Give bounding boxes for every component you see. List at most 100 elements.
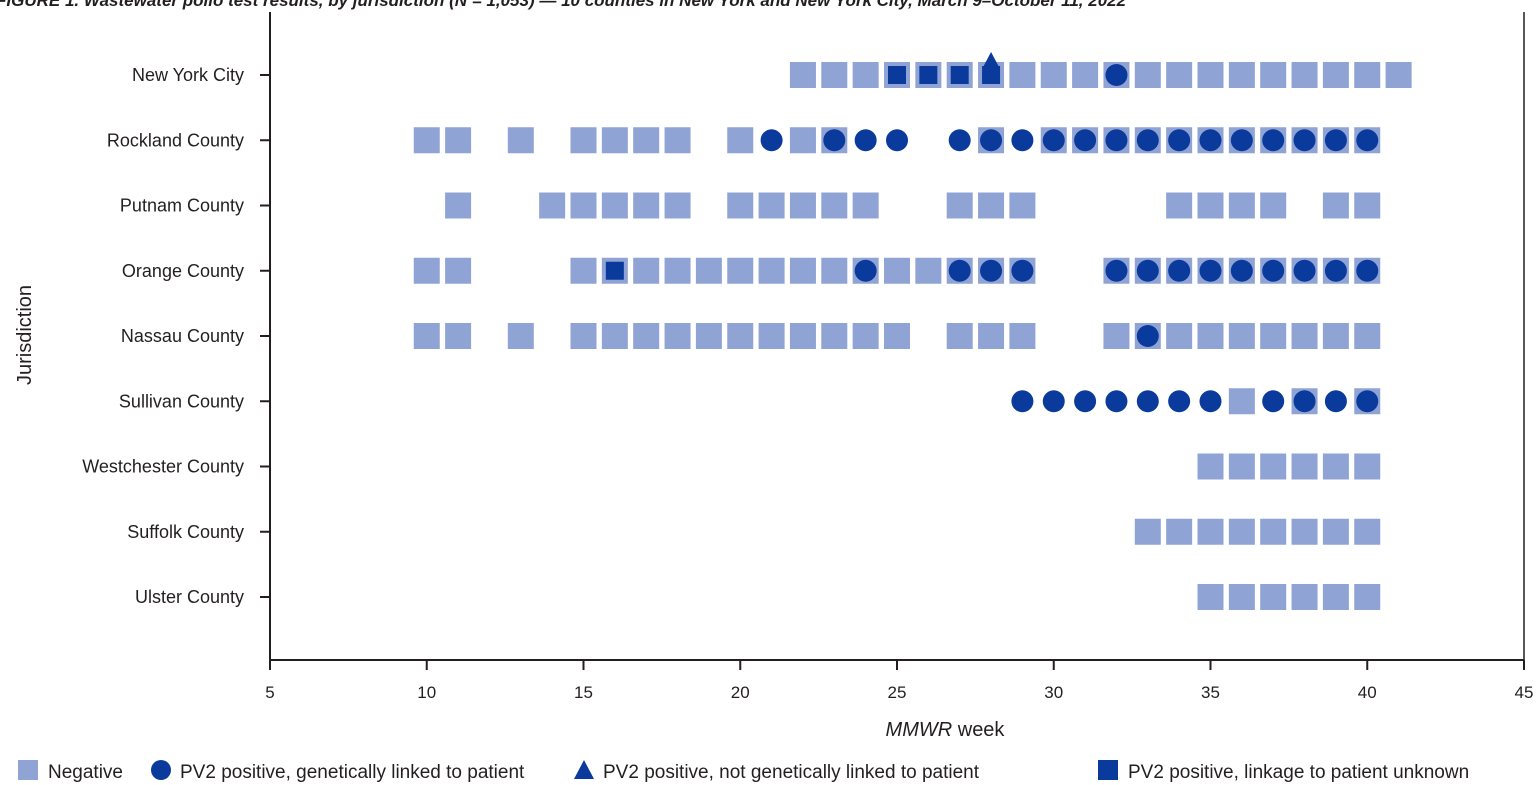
linked-circle-mark	[1105, 129, 1128, 152]
unknown-square-mark	[919, 66, 938, 84]
linked-circle-mark	[980, 259, 1003, 282]
legend-negative-swatch	[18, 760, 38, 780]
negative-square-mark	[570, 323, 597, 349]
y-tick-label: Suffolk County	[127, 522, 244, 542]
unknown-square-mark	[605, 261, 624, 280]
x-axis-title-italic: MMWR	[886, 719, 953, 741]
linked-circle-mark	[854, 129, 877, 152]
negative-square-mark	[1197, 518, 1224, 545]
y-tick-label: Westchester County	[82, 457, 244, 477]
linked-circle-mark	[1105, 390, 1128, 413]
legend: Negative PV2 positive, genetically linked…	[18, 760, 1469, 783]
x-axis-ticks: 5 10 15 20 25 30 35 40 45	[265, 660, 1533, 702]
negative-square-mark	[758, 323, 785, 349]
legend-unknown-swatch	[1098, 760, 1118, 780]
y-tick-label: New York City	[132, 65, 244, 85]
linked-circle-mark	[1168, 259, 1191, 282]
linked-circle-mark	[1042, 390, 1065, 413]
linked-circle-mark	[1136, 390, 1159, 413]
negative-square-mark	[664, 323, 691, 349]
negative-square-mark	[1166, 62, 1193, 88]
negative-square-mark	[884, 257, 910, 284]
y-tick-label: Orange County	[122, 261, 244, 281]
legend-not-linked-swatch	[574, 760, 594, 779]
legend-label: PV2 positive, not genetically linked to …	[603, 762, 980, 783]
negative-square-mark	[1260, 62, 1287, 88]
linked-circle-mark	[1136, 129, 1159, 152]
negative-square-mark	[1260, 453, 1287, 480]
negative-square-mark	[1228, 453, 1255, 480]
x-tick-label: 40	[1358, 683, 1377, 702]
negative-square-mark	[664, 257, 691, 284]
x-tick-label: 35	[1201, 683, 1220, 702]
negative-square-mark	[1197, 584, 1224, 610]
negative-square-mark	[915, 257, 942, 284]
linked-circle-mark	[1199, 129, 1222, 152]
negative-square-mark	[978, 323, 1005, 349]
negative-square-mark	[1197, 62, 1224, 88]
negative-square-mark	[1228, 62, 1255, 88]
linked-circle-mark	[886, 129, 908, 152]
linked-circle-mark	[980, 129, 1003, 152]
negative-square-mark	[1166, 192, 1193, 219]
negative-square-mark	[413, 323, 440, 349]
linked-circle-mark	[760, 129, 783, 152]
not-linked-triangle-mark	[982, 52, 1001, 69]
negative-square-mark	[633, 127, 660, 154]
x-tick-label: 10	[417, 683, 436, 702]
negative-square-mark	[821, 192, 848, 219]
negative-square-mark	[539, 192, 566, 219]
linked-circle-mark	[1293, 390, 1316, 413]
negative-square-mark	[1322, 518, 1349, 545]
linked-circle-mark	[1168, 129, 1191, 152]
legend-label: PV2 positive, linkage to patient unknown	[1128, 762, 1469, 783]
unknown-square-mark	[888, 66, 906, 84]
negative-square-mark	[727, 323, 754, 349]
negative-square-mark	[413, 127, 440, 154]
linked-circle-mark	[1042, 129, 1065, 152]
negative-square-mark	[1166, 323, 1193, 349]
negative-square-mark	[821, 257, 848, 284]
x-tick-label: 25	[888, 683, 907, 702]
negative-square-mark	[1228, 388, 1255, 415]
y-tick-label: Putnam County	[120, 196, 244, 216]
linked-circle-mark	[1293, 259, 1316, 282]
negative-square-mark	[1354, 453, 1381, 480]
negative-square-mark	[1134, 62, 1161, 88]
negative-square-mark	[633, 323, 660, 349]
legend-label: PV2 positive, genetically linked to pati…	[180, 762, 525, 783]
linked-circle-mark	[1199, 390, 1222, 413]
negative-square-mark	[1260, 584, 1287, 610]
linked-circle-mark	[1011, 129, 1034, 152]
legend-label: Negative	[48, 762, 123, 783]
negative-square-mark	[1009, 192, 1036, 219]
negative-square-mark	[1197, 192, 1224, 219]
unknown-square-mark	[982, 66, 1001, 84]
linked-circle-mark	[1262, 259, 1285, 282]
negative-square-mark	[978, 192, 1005, 219]
y-tick-label: Ulster County	[135, 587, 244, 607]
linked-circle-mark	[948, 259, 971, 282]
linked-circle-mark	[1324, 390, 1347, 413]
negative-square-mark	[1354, 323, 1381, 349]
negative-square-mark	[507, 127, 534, 154]
negative-square-mark	[1291, 323, 1318, 349]
linked-circle-mark	[1230, 259, 1253, 282]
linked-circle-mark	[1262, 390, 1285, 413]
negative-square-mark	[1322, 323, 1349, 349]
negative-square-mark	[1322, 62, 1349, 88]
y-axis-title: Jurisdiction	[14, 285, 36, 385]
negative-square-mark	[884, 323, 910, 349]
negative-square-mark	[789, 192, 816, 219]
linked-circle-mark	[1262, 129, 1285, 152]
linked-circle-mark	[1136, 259, 1159, 282]
negative-square-mark	[1291, 584, 1318, 610]
negative-square-mark	[1103, 323, 1130, 349]
linked-circle-mark	[1105, 64, 1128, 86]
negative-square-mark	[570, 192, 597, 219]
linked-circle-mark	[1168, 390, 1191, 413]
negative-square-mark	[789, 257, 816, 284]
negative-square-mark	[601, 192, 628, 219]
negative-square-mark	[852, 192, 879, 219]
linked-circle-mark	[854, 259, 877, 282]
